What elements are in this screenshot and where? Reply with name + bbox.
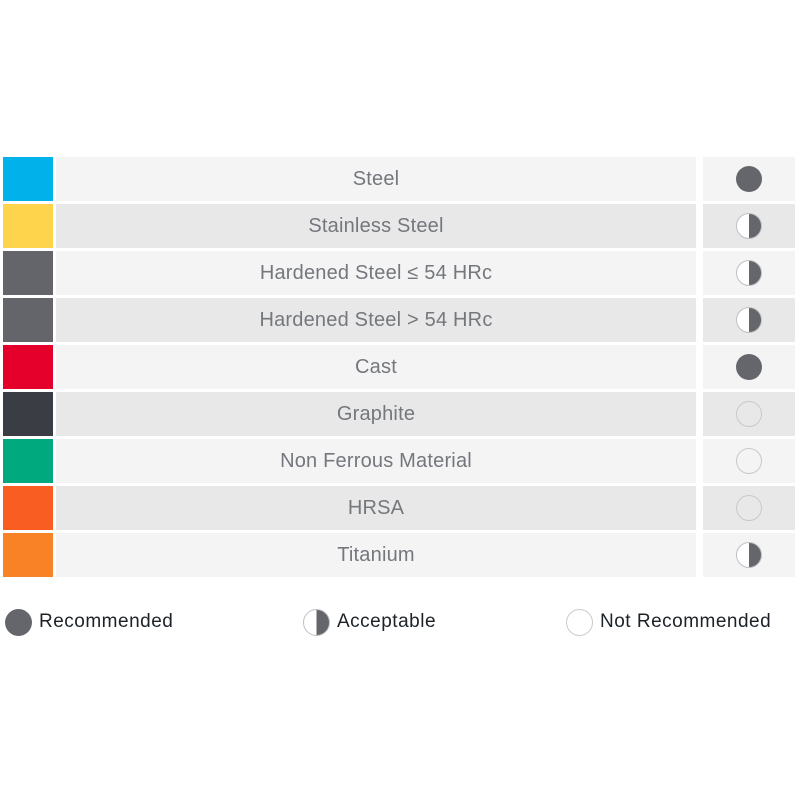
material-label: Stainless Steel	[308, 214, 444, 237]
rating-legend: Recommended Acceptable Not Recommended	[0, 608, 800, 638]
material-color-swatch	[3, 439, 53, 483]
material-color-swatch	[3, 345, 53, 389]
rating-cell	[703, 204, 795, 248]
material-label-cell: Stainless Steel	[56, 204, 696, 248]
legend-label: Recommended	[39, 611, 174, 632]
legend-item-acceptable: Acceptable	[303, 608, 436, 636]
table-row: Graphite	[0, 392, 800, 436]
material-label: Hardened Steel > 54 HRc	[259, 308, 493, 331]
acceptable-rating-icon	[736, 260, 762, 286]
legend-item-recommended: Recommended	[5, 608, 173, 636]
acceptable-rating-icon	[303, 608, 330, 636]
material-label-cell: Hardened Steel > 54 HRc	[56, 298, 696, 342]
material-label-cell: Hardened Steel ≤ 54 HRc	[56, 251, 696, 295]
table-row: HRSA	[0, 486, 800, 530]
not_recommended-rating-icon	[736, 401, 762, 427]
table-row: Hardened Steel > 54 HRc	[0, 298, 800, 342]
rating-cell	[703, 345, 795, 389]
material-label-cell: Graphite	[56, 392, 696, 436]
material-color-swatch	[3, 486, 53, 530]
rating-cell	[703, 486, 795, 530]
legend-label: Acceptable	[337, 611, 437, 632]
not_recommended-rating-icon	[736, 495, 762, 521]
acceptable-rating-icon	[736, 542, 762, 568]
material-label: HRSA	[347, 496, 405, 519]
recommended-rating-icon	[5, 608, 32, 636]
not_recommended-rating-icon	[566, 608, 593, 636]
rating-cell	[703, 533, 795, 577]
material-label: Steel	[352, 167, 400, 190]
material-label: Hardened Steel ≤ 54 HRc	[259, 261, 493, 284]
rating-cell	[703, 392, 795, 436]
material-color-swatch	[3, 533, 53, 577]
acceptable-rating-icon	[736, 213, 762, 239]
legend-item-not_recommended: Not Recommended	[566, 608, 771, 636]
material-label-cell: Cast	[56, 345, 696, 389]
acceptable-rating-icon	[736, 307, 762, 333]
material-color-swatch	[3, 392, 53, 436]
recommended-rating-icon	[736, 354, 762, 380]
material-label: Cast	[355, 355, 397, 378]
table-row: Steel	[0, 157, 800, 201]
material-label-cell: HRSA	[56, 486, 696, 530]
table-row: Stainless Steel	[0, 204, 800, 248]
rating-cell	[703, 157, 795, 201]
material-label: Graphite	[336, 402, 416, 425]
table-row: Cast	[0, 345, 800, 389]
material-label-cell: Non Ferrous Material	[56, 439, 696, 483]
material-label: Titanium	[337, 543, 415, 566]
material-color-swatch	[3, 251, 53, 295]
material-color-swatch	[3, 298, 53, 342]
table-row: Hardened Steel ≤ 54 HRc	[0, 251, 800, 295]
material-suitability-table: Steel Stainless Steel Hardened Steel ≤ 54 …	[0, 157, 800, 580]
material-label-cell: Steel	[56, 157, 696, 201]
material-label: Non Ferrous Material	[280, 449, 472, 472]
material-color-swatch	[3, 157, 53, 201]
rating-cell	[703, 251, 795, 295]
not_recommended-rating-icon	[736, 448, 762, 474]
table-row: Non Ferrous Material	[0, 439, 800, 483]
recommended-rating-icon	[736, 166, 762, 192]
table-row: Titanium	[0, 533, 800, 577]
rating-cell	[703, 298, 795, 342]
rating-cell	[703, 439, 795, 483]
material-color-swatch	[3, 204, 53, 248]
legend-label: Not Recommended	[600, 611, 772, 632]
material-label-cell: Titanium	[56, 533, 696, 577]
